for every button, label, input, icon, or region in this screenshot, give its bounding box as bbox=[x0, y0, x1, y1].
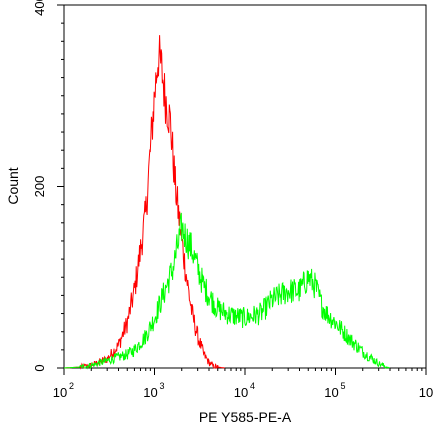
x-tick-base: 10 bbox=[419, 385, 433, 400]
x-tick-base: 10 bbox=[143, 385, 157, 400]
series-layer bbox=[64, 35, 390, 370]
y-tick-label: 400 bbox=[32, 0, 47, 16]
x-tick-label: 10 2 bbox=[53, 381, 74, 400]
x-tick-label: 10 4 bbox=[234, 381, 255, 400]
x-tick-label: 10 bbox=[419, 385, 433, 400]
plot-frame bbox=[63, 4, 427, 369]
x-tick-exponent: 5 bbox=[341, 381, 346, 391]
x-tick-label: 10 5 bbox=[324, 381, 345, 400]
y-tick-label: 200 bbox=[32, 176, 47, 198]
x-tick-base: 10 bbox=[53, 385, 67, 400]
x-tick-base: 10 bbox=[234, 385, 248, 400]
series-red-histogram bbox=[64, 35, 225, 370]
x-tick-exponent: 4 bbox=[250, 381, 255, 391]
y-axis-label: Count bbox=[5, 167, 21, 204]
series-green-histogram bbox=[64, 212, 390, 370]
ticks-layer bbox=[57, 4, 427, 375]
x-axis-label: PE Y585-PE-A bbox=[199, 409, 292, 425]
x-tick-label: 10 3 bbox=[143, 381, 164, 400]
x-tick-base: 10 bbox=[324, 385, 338, 400]
x-tick-exponent: 3 bbox=[160, 381, 165, 391]
y-tick-label: 0 bbox=[32, 364, 47, 371]
x-tick-exponent: 2 bbox=[69, 381, 74, 391]
